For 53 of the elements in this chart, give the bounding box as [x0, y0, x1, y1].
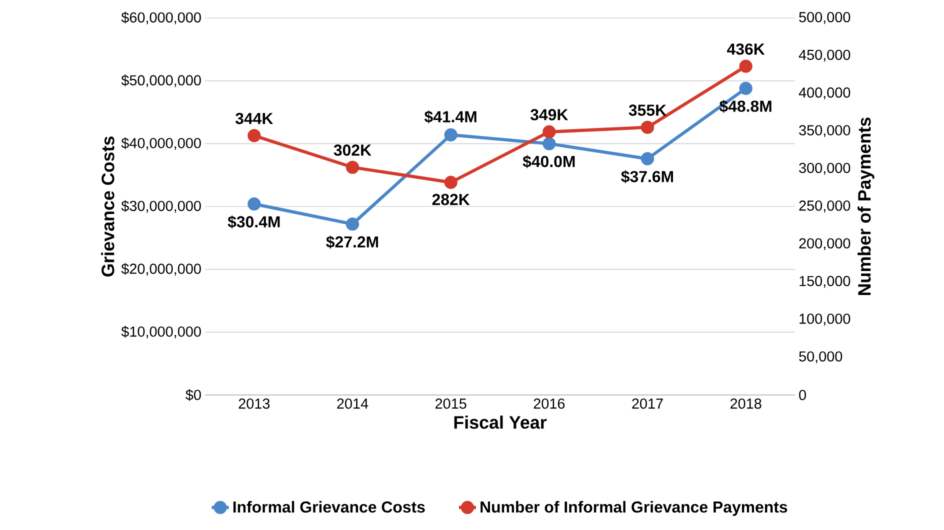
y2-tick-label: 250,000	[799, 200, 850, 212]
y2-tick-label: 150,000	[800, 276, 850, 288]
legend-label: Informal Grievance Costs	[233, 500, 425, 513]
y2-tick-label: 300,000	[799, 162, 850, 175]
x-tick-label: 2017	[632, 398, 663, 409]
point	[444, 176, 458, 189]
data-label: 302K	[334, 144, 372, 156]
data-label: 282K	[432, 194, 470, 206]
y-axis-title: Grievance Costs	[101, 136, 114, 277]
y2-tick-label: 50,000	[799, 351, 842, 364]
point	[739, 82, 752, 95]
point	[248, 129, 261, 142]
point	[542, 137, 556, 150]
x-tick-label: 2018	[730, 398, 762, 409]
y-tick-label: $20,000,000	[121, 263, 201, 276]
y-tick-label: $50,000,000	[121, 74, 201, 88]
y2-tick-label: 100,000	[800, 314, 850, 326]
point	[640, 152, 654, 166]
data-label: $41.4M	[424, 110, 476, 124]
y2-tick-label: 450,000	[798, 50, 850, 62]
y-tick-label: $40,000,000	[121, 137, 201, 150]
x-tick-label: 2016	[534, 398, 565, 409]
data-label: 349K	[530, 109, 568, 120]
x-tick-label: 2014	[337, 398, 368, 409]
y-tick-label: $10,000,000	[121, 326, 201, 338]
point	[739, 60, 752, 73]
y-tick-label: $60,000,000	[121, 12, 201, 24]
y2-tick-label: 350,000	[799, 125, 850, 138]
x-tick-label: 2013	[238, 398, 270, 409]
data-label: $37.6M	[621, 170, 674, 184]
y-tick-label: $30,000,000	[121, 200, 201, 213]
y2-tick-label: 0	[799, 390, 806, 400]
point	[542, 125, 556, 138]
data-label: $48.8M	[719, 100, 772, 113]
y2-tick-label: 400,000	[798, 87, 850, 100]
data-label: $27.2M	[326, 236, 378, 249]
point	[346, 218, 360, 231]
data-label: 344K	[235, 112, 274, 124]
point	[640, 120, 654, 134]
point	[346, 160, 360, 174]
y2-tick-label: 500,000	[799, 12, 850, 24]
x-tick-label: 2015	[436, 398, 466, 409]
y2-tick-label: 200,000	[799, 238, 850, 250]
x-axis-title: Fiscal Year	[454, 416, 547, 429]
data-label: $30.4M	[228, 215, 280, 228]
y-tick-label: $0	[186, 389, 201, 401]
point	[248, 197, 261, 211]
data-label: 355K	[628, 104, 666, 116]
data-label: $40.0M	[522, 155, 575, 168]
point	[444, 128, 458, 142]
y2-axis-title: Number of Payments	[858, 118, 874, 295]
data-label: 436K	[727, 43, 765, 55]
legend-label: Number of Informal Grievance Payments	[480, 500, 788, 516]
